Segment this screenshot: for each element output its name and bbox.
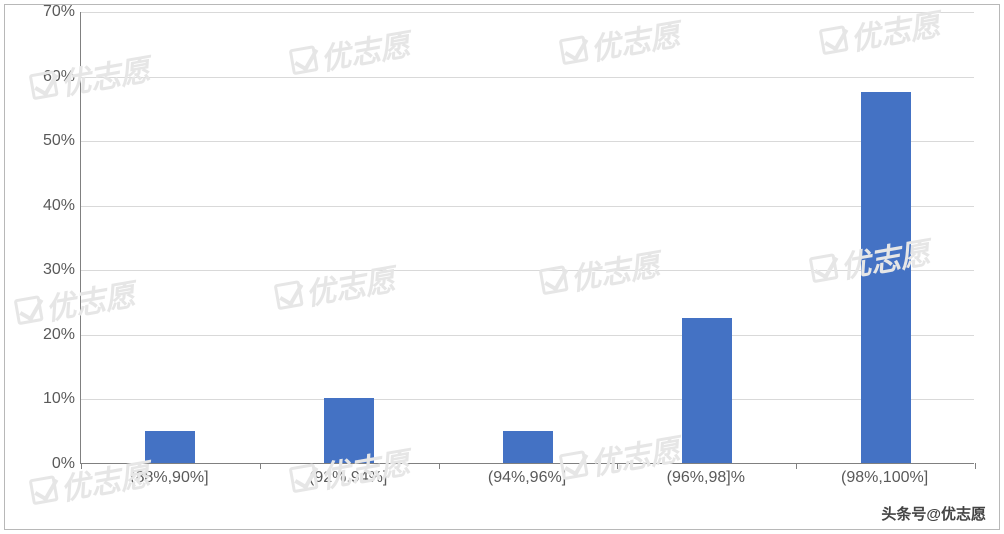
bar	[145, 431, 195, 463]
x-tick-mark	[439, 463, 440, 469]
bar	[861, 92, 911, 463]
bar	[324, 398, 374, 463]
y-tick-label: 70%	[25, 3, 75, 21]
gridline	[81, 335, 974, 336]
bar	[682, 318, 732, 463]
x-tick-mark	[260, 463, 261, 469]
x-tick-label: (94%,96%]	[488, 469, 566, 487]
gridline	[81, 77, 974, 78]
x-tick-mark	[81, 463, 82, 469]
x-tick-label: (96%,98]%	[667, 469, 745, 487]
gridline	[81, 399, 974, 400]
plot-area	[80, 12, 974, 464]
x-tick-mark	[617, 463, 618, 469]
gridline	[81, 141, 974, 142]
x-tick-label: (98%,100%]	[841, 469, 928, 487]
x-tick-label: (92%,94%]	[309, 469, 387, 487]
x-tick-label: (88%,90%]	[130, 469, 208, 487]
gridline	[81, 12, 974, 13]
x-tick-mark	[975, 463, 976, 469]
gridline	[81, 270, 974, 271]
gridline	[81, 206, 974, 207]
x-tick-mark	[796, 463, 797, 469]
y-tick-label: 0%	[25, 455, 75, 473]
attribution-text: 头条号@优志愿	[881, 503, 986, 524]
chart-container: 0%10%20%30%40%50%60%70%(88%,90%](92%,94%…	[20, 12, 984, 494]
bar	[503, 431, 553, 463]
y-tick-label: 30%	[25, 261, 75, 279]
y-tick-label: 60%	[25, 68, 75, 86]
y-tick-label: 50%	[25, 132, 75, 150]
y-tick-label: 20%	[25, 326, 75, 344]
y-tick-label: 40%	[25, 197, 75, 215]
y-tick-label: 10%	[25, 390, 75, 408]
